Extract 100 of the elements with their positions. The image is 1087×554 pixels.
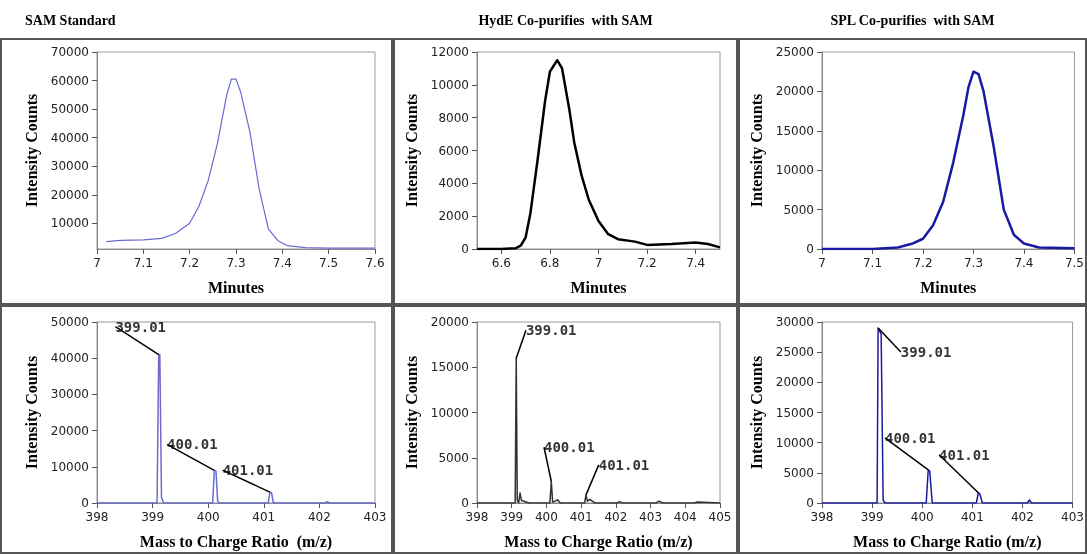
- y-tick-label: 0: [461, 496, 469, 510]
- x-tick-label: 7.3: [226, 256, 246, 270]
- x-tick-label: 7.2: [913, 256, 933, 270]
- y-tick-label: 0: [806, 242, 814, 256]
- annotation: 401.01: [939, 446, 990, 463]
- chart-title: SAM Standard: [25, 12, 116, 28]
- x-tick-label: 402: [307, 510, 331, 524]
- y-tick-label: 20000: [775, 84, 814, 99]
- x-tick-label: 7.4: [686, 256, 706, 270]
- x-tick-label: 403: [363, 510, 387, 524]
- y-tick-label: 50000: [50, 315, 89, 329]
- annotation: 400.01: [884, 429, 936, 446]
- x-axis-title: Minutes: [570, 278, 627, 296]
- annotation: 401.01: [222, 462, 274, 479]
- x-tick-label: 401: [569, 510, 593, 524]
- x-tick-label: 400: [910, 510, 934, 524]
- chart-title: HydE Co-purifies with SAM: [478, 12, 653, 28]
- x-tick-label: 402: [1010, 510, 1034, 524]
- x-tick-label: 400: [196, 510, 220, 524]
- y-tick-label: 10000: [50, 459, 89, 474]
- y-tick-label: 2000: [438, 209, 469, 224]
- y-axis-title: Intensity Counts: [747, 355, 766, 470]
- x-axis-title: Minutes: [208, 278, 264, 296]
- x-tick-label: 7.4: [1014, 256, 1034, 270]
- y-tick-label: 60000: [50, 73, 89, 88]
- y-tick-label: 10000: [430, 77, 469, 92]
- x-tick-label: 404: [673, 510, 697, 524]
- y-tick-label: 10000: [775, 435, 814, 450]
- y-tick-label: 0: [806, 496, 814, 510]
- x-tick-label: 401: [960, 510, 984, 524]
- y-tick-label: 40000: [50, 351, 89, 366]
- x-tick-label: 7.5: [1064, 256, 1084, 270]
- x-tick-label: 6.6: [491, 256, 511, 270]
- y-tick-label: 10000: [50, 216, 89, 231]
- y-axis-title: Intensity Counts: [22, 355, 41, 470]
- annotation: 400.01: [544, 439, 595, 456]
- y-tick-label: 50000: [50, 102, 89, 117]
- y-tick-label: 12000: [430, 45, 469, 59]
- y-tick-label: 25000: [775, 345, 814, 360]
- y-tick-label: 20000: [50, 187, 89, 202]
- y-tick-label: 20000: [430, 315, 469, 329]
- y-tick-label: 70000: [50, 45, 89, 59]
- y-tick-label: 4000: [438, 176, 469, 191]
- x-tick-label: 7.2: [637, 256, 657, 270]
- x-tick-label: 7.1: [133, 256, 153, 270]
- y-tick-label: 30000: [50, 387, 89, 402]
- x-tick-label: 398: [810, 510, 834, 524]
- line-series: [105, 78, 376, 249]
- x-tick-label: 402: [604, 510, 628, 524]
- x-tick-label: 6.8: [540, 256, 560, 270]
- y-tick-label: 25000: [775, 45, 814, 59]
- y-axis-title: Intensity Counts: [747, 93, 766, 208]
- y-tick-label: 6000: [438, 143, 469, 158]
- x-axis-title: Mass to Charge Ratio (m/z): [504, 532, 693, 551]
- annotation: 399.01: [525, 322, 577, 339]
- annotation: 400.01: [167, 436, 218, 453]
- y-tick-label: 40000: [50, 130, 89, 145]
- x-tick-label: 7.2: [180, 256, 200, 270]
- y-tick-label: 0: [81, 496, 89, 510]
- chart-title: SPL Co-purifies with SAM: [830, 12, 995, 28]
- y-axis-title: Intensity Counts: [402, 93, 421, 208]
- x-tick-label: 7: [818, 256, 826, 270]
- x-tick-label: 7.4: [272, 256, 292, 270]
- x-tick-label: 399: [860, 510, 884, 524]
- annotation: 399.01: [900, 344, 952, 361]
- annotation: 401.01: [598, 456, 650, 473]
- x-tick-label: 400: [534, 510, 558, 524]
- y-tick-label: 20000: [775, 375, 814, 390]
- x-tick-label: 7.5: [319, 256, 339, 270]
- y-tick-label: 30000: [775, 315, 814, 329]
- y-tick-label: 20000: [50, 423, 89, 438]
- x-axis-title: Mass to Charge Ratio (m/z): [139, 532, 333, 551]
- x-tick-label: 405: [708, 510, 732, 524]
- y-tick-label: 5000: [438, 450, 469, 465]
- y-tick-label: 8000: [438, 110, 469, 125]
- y-tick-label: 15000: [775, 123, 814, 138]
- y-tick-label: 10000: [430, 405, 469, 420]
- x-tick-label: 401: [252, 510, 276, 524]
- x-tick-label: 7.3: [963, 256, 984, 270]
- y-tick-label: 15000: [430, 360, 469, 375]
- y-tick-label: 5000: [783, 202, 814, 217]
- x-axis-title: Minutes: [920, 278, 977, 296]
- x-tick-label: 7.1: [862, 256, 883, 270]
- x-tick-label: 398: [85, 510, 109, 524]
- x-tick-label: 7: [93, 256, 101, 270]
- y-tick-label: 0: [461, 242, 469, 256]
- y-tick-label: 5000: [783, 465, 814, 480]
- x-axis-title: Mass to Charge Ratio (m/z): [853, 532, 1042, 551]
- y-axis-title: Intensity Counts: [402, 355, 421, 470]
- annotation: 399.01: [115, 318, 167, 335]
- x-tick-label: 399: [500, 510, 524, 524]
- x-tick-label: 7: [594, 256, 603, 270]
- x-tick-label: 398: [465, 510, 489, 524]
- x-tick-label: 403: [1061, 510, 1084, 524]
- y-axis-title: Intensity Counts: [22, 93, 41, 208]
- x-tick-label: 399: [141, 510, 165, 524]
- y-tick-label: 15000: [775, 405, 814, 420]
- y-tick-label: 30000: [50, 159, 89, 174]
- y-tick-label: 10000: [775, 163, 814, 178]
- x-tick-label: 7.6: [365, 256, 385, 270]
